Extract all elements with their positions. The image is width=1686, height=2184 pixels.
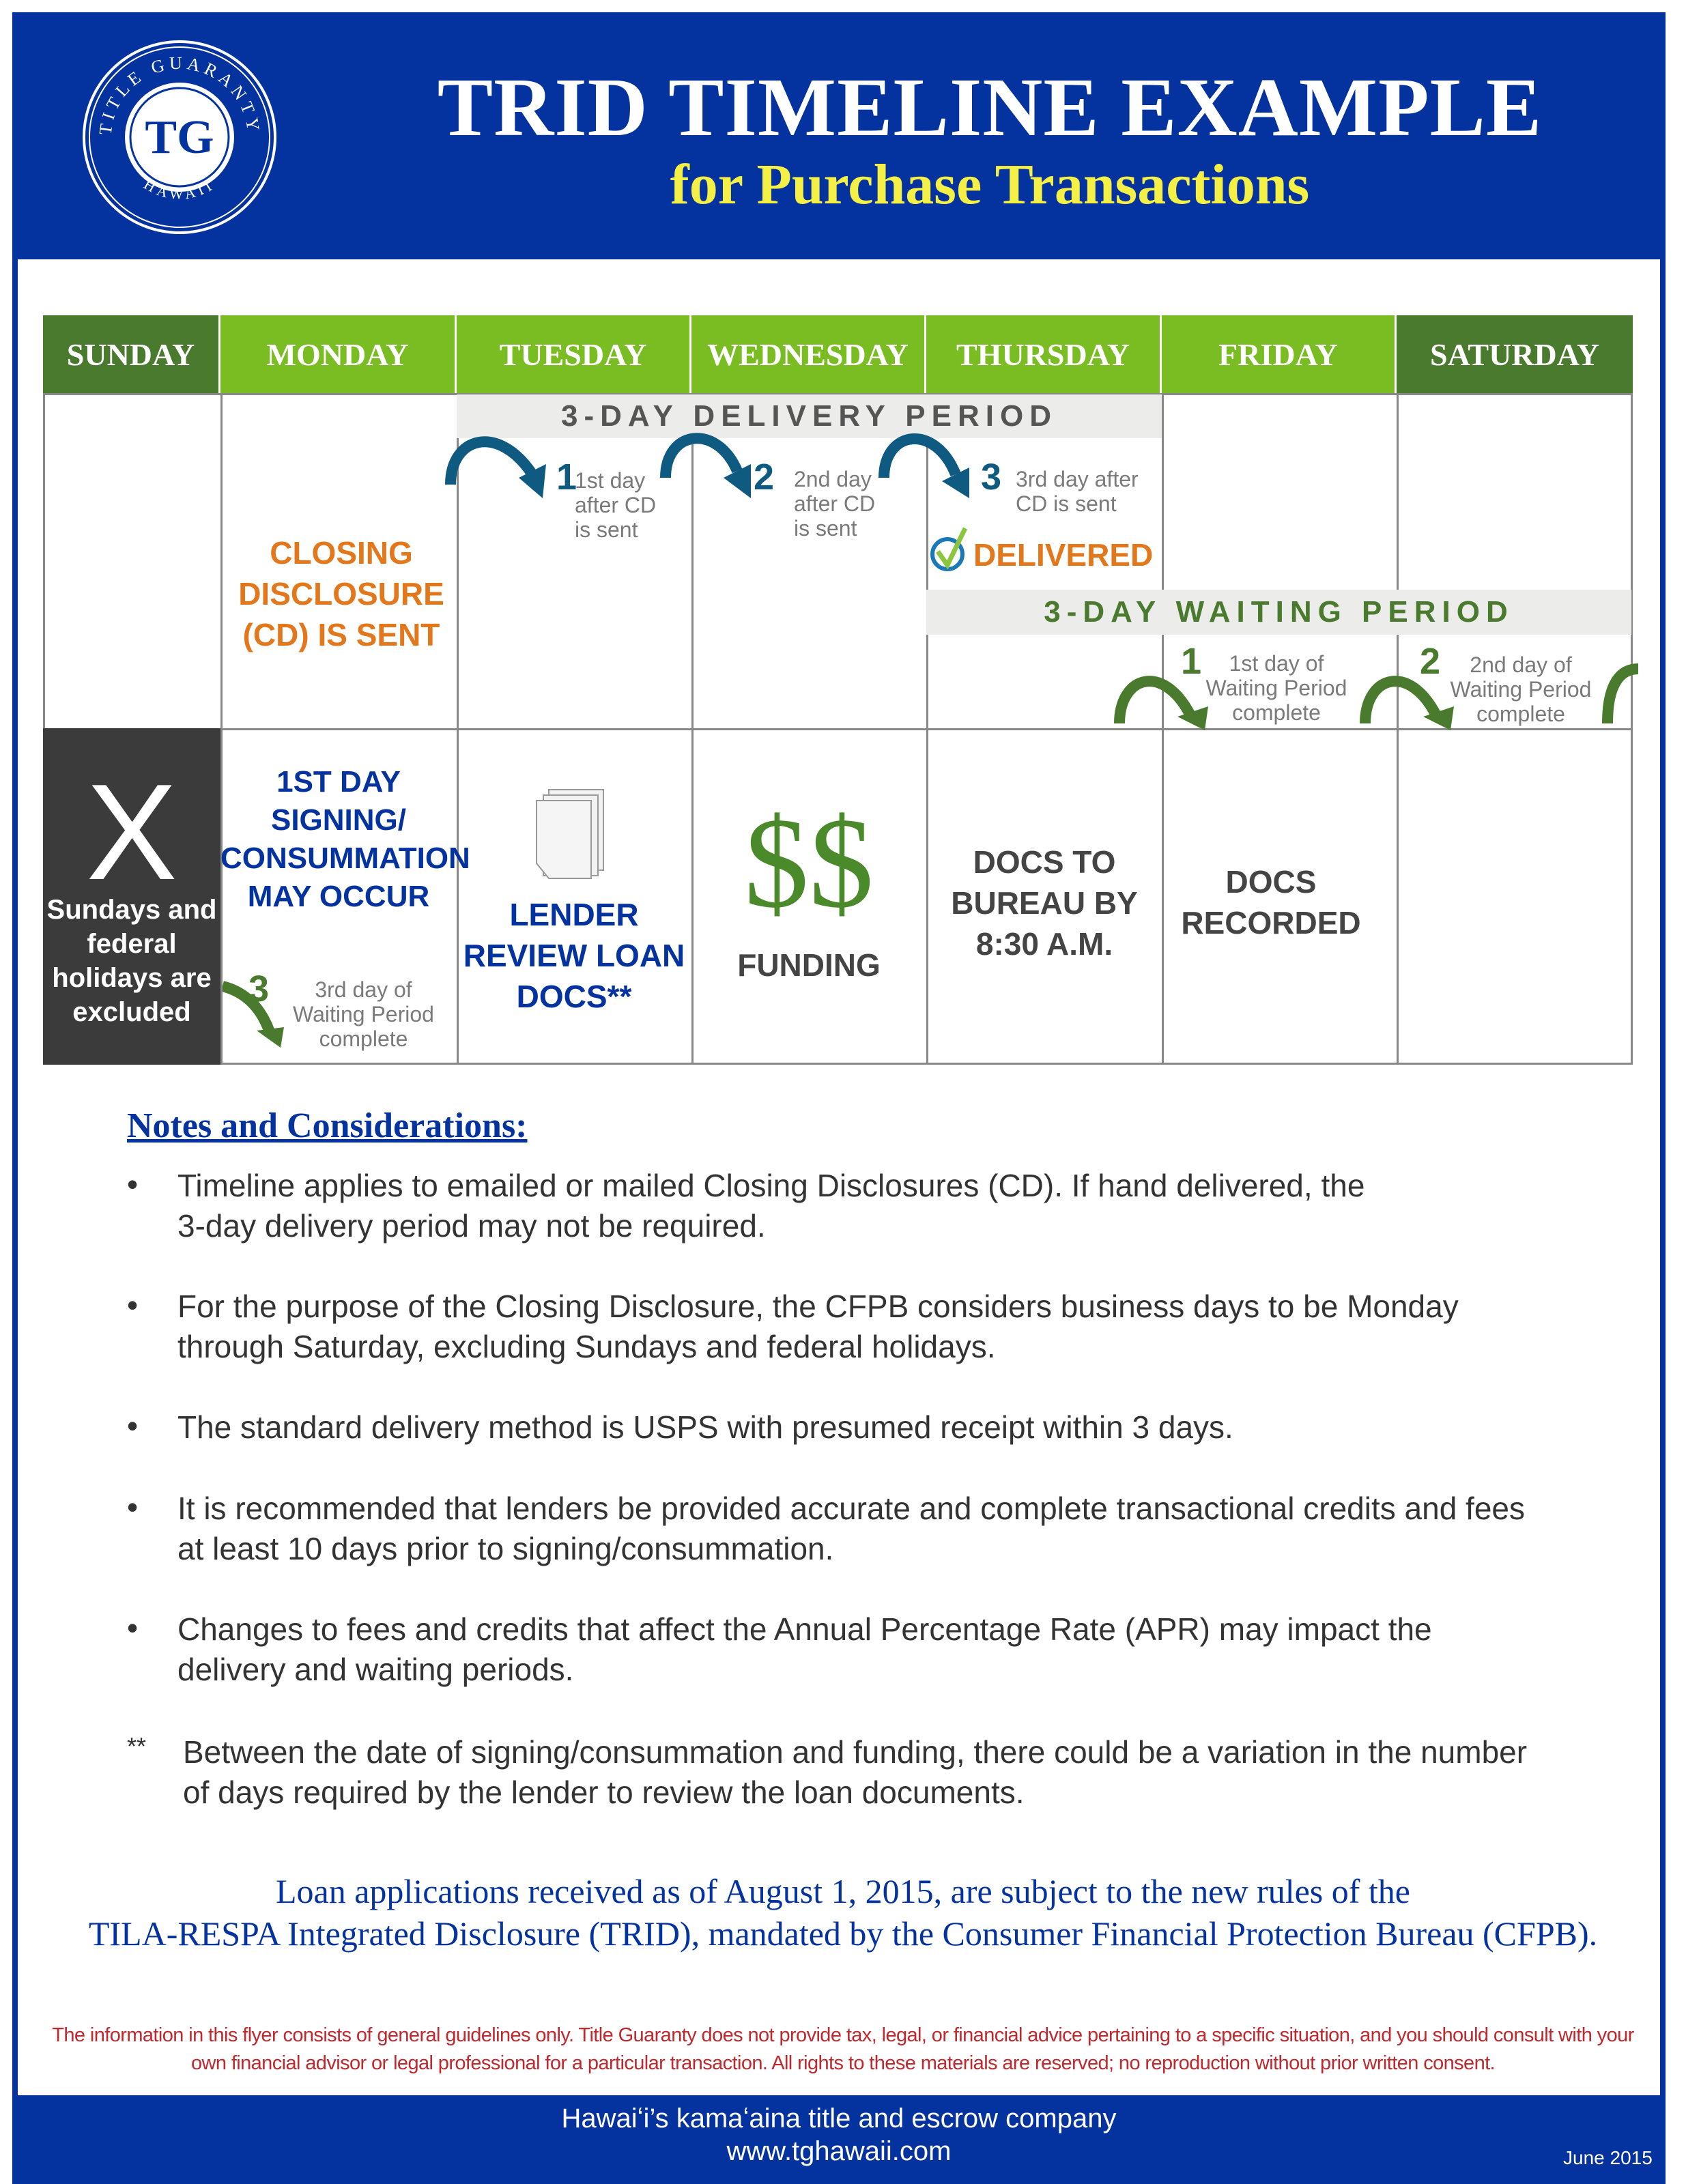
delivery-step-1-text: 1st day after CD is sent xyxy=(575,468,657,542)
bullet: • xyxy=(127,1610,139,1646)
curved-arrow-icon xyxy=(660,433,743,478)
funding-label: FUNDING xyxy=(737,947,881,983)
curved-arrow-icon xyxy=(878,433,961,478)
day-header-friday: FRIDAY xyxy=(1162,315,1397,393)
sunday-excluded-note: Sundays and federal holidays are exclude… xyxy=(46,895,217,1027)
footer-url-link[interactable]: www.tghawaii.com xyxy=(726,2136,952,2166)
footer-date: June 2015 xyxy=(1563,2147,1653,2168)
closing-disclosure-sent: CLOSING DISCLOSURE (CD) IS SENT xyxy=(238,535,444,652)
delivered-check-icon xyxy=(930,527,968,571)
waiting-step-2-number: 2 xyxy=(1420,641,1441,682)
bullet: • xyxy=(127,1489,139,1525)
bullet: • xyxy=(127,1287,139,1323)
curved-arrow-icon xyxy=(445,436,537,485)
title-guaranty-logo: TITLE GUARANTY HAWAII TG xyxy=(83,40,276,234)
bullet: • xyxy=(127,1408,139,1443)
day-header-tuesday: TUESDAY xyxy=(457,315,691,393)
delivery-step-2-text: 2nd day after CD is sent xyxy=(794,467,876,541)
footer-banner xyxy=(12,2095,1666,2182)
page-subtitle: for Purchase Transactions xyxy=(670,153,1310,216)
delivery-step-2-number: 2 xyxy=(754,457,775,498)
footer-tagline: Hawaiʻi’s kamaʻaina title and escrow com… xyxy=(561,2103,1117,2133)
page-title: TRID TIMELINE EXAMPLE xyxy=(437,61,1543,154)
docs-to-bureau: DOCS TO BUREAU BY 8:30 A.M. xyxy=(951,844,1138,962)
day-header-thursday: THURSDAY xyxy=(926,315,1162,393)
waiting-step-1-text: 1st day of Waiting Period complete xyxy=(1205,651,1347,725)
disclaimer-line: The information in this flyer consists o… xyxy=(52,2024,1634,2046)
note-item: Timeline applies to emailed or mailed Cl… xyxy=(177,1168,1365,1244)
footnote: Between the date of signing/consummation… xyxy=(183,1734,1528,1810)
disclaimer: The information in this flyer consists o… xyxy=(27,2022,1659,2078)
note-item: It is recommended that lenders be provid… xyxy=(177,1491,1526,1566)
bullet: • xyxy=(127,1166,139,1202)
delivered-label: DELIVERED xyxy=(973,537,1154,573)
excluded-x-mark: X xyxy=(86,756,177,908)
note-item: For the purpose of the Closing Disclosur… xyxy=(177,1289,1459,1364)
day-header-monday: MONDAY xyxy=(220,315,457,393)
waiting-step-3-number: 3 xyxy=(248,968,270,1009)
disclaimer-line: own financial advisor or legal professio… xyxy=(190,2052,1496,2074)
note-item: Changes to fees and credits that affect … xyxy=(177,1611,1432,1687)
documents-stack-icon xyxy=(536,789,604,879)
docs-recorded: DOCS RECORDED xyxy=(1181,864,1361,940)
delivery-step-1-number: 1 xyxy=(556,457,577,498)
trid-statement-line: TILA-RESPA Integrated Disclosure (TRID),… xyxy=(88,1914,1598,1953)
first-day-signing: 1ST DAY SIGNING/ CONSUMMATION MAY OCCUR xyxy=(220,765,470,913)
waiting-step-2-text: 2nd day of Waiting Period complete xyxy=(1450,652,1592,726)
delivery-step-3-text: 3rd day after CD is sent xyxy=(1016,467,1139,516)
trid-statement: Loan applications received as of August … xyxy=(27,1870,1659,1955)
lender-review-loan-docs: LENDER REVIEW LOAN DOCS** xyxy=(463,897,685,1014)
trid-statement-line: Loan applications received as of August … xyxy=(275,1872,1410,1910)
header-banner xyxy=(12,12,1666,259)
footnote-mark: ** xyxy=(127,1732,147,1760)
cell-sun-week2 xyxy=(43,728,223,1065)
cell-sun-week1 xyxy=(43,393,223,730)
note-item: The standard delivery method is USPS wit… xyxy=(177,1409,1233,1445)
svg-text:TG: TG xyxy=(145,111,214,164)
delivery-arrows xyxy=(445,433,969,498)
day-header-wednesday: WEDNESDAY xyxy=(691,315,926,393)
cell-sat-week2 xyxy=(1397,728,1633,1065)
funding-dollar-icon: $$ xyxy=(744,792,874,935)
waiting-arrows xyxy=(1114,663,1638,730)
waiting-step-1-number: 1 xyxy=(1181,641,1202,682)
delivery-period-band: 3-DAY DELIVERY PERIOD xyxy=(457,394,1162,438)
waiting-step-3-text: 3rd day of Waiting Period complete xyxy=(293,977,434,1051)
day-header-saturday: SATURDAY xyxy=(1397,315,1633,393)
day-header-sunday: SUNDAY xyxy=(43,315,220,393)
delivery-step-3-number: 3 xyxy=(981,457,1002,498)
notes-heading: Notes and Considerations: xyxy=(127,1106,528,1145)
curved-arrow-icon xyxy=(223,981,284,1048)
waiting-period-band: 3-DAY WAITING PERIOD xyxy=(926,590,1631,635)
